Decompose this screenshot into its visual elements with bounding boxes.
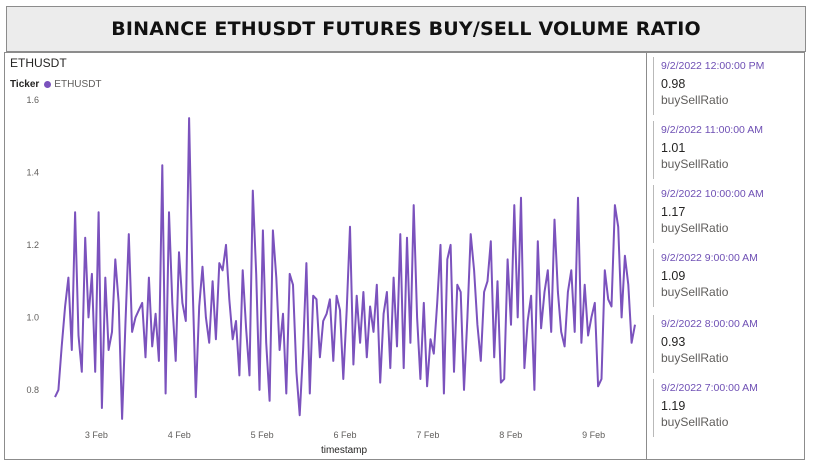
card-label: buySellRatio	[661, 285, 729, 299]
legend-item-ethusdt[interactable]: ETHUSDT	[54, 79, 102, 90]
report-title-bar: BINANCE ETHUSDT FUTURES BUY/SELL VOLUME …	[6, 6, 806, 52]
chart-legend: Ticker ETHUSDT	[10, 79, 102, 90]
card-value: 1.17	[661, 205, 686, 219]
line-chart-svg: 0.8 1.0 1.2 1.4 1.6 3 Feb 4 Feb 5 Feb 6 Feb 7 Feb…	[26, 95, 636, 456]
y-tick-label: 1.6	[26, 95, 39, 105]
card-timestamp: 9/2/2022 11:00:00 AM	[661, 124, 763, 136]
report-title: BINANCE ETHUSDT FUTURES BUY/SELL VOLUME …	[111, 18, 701, 40]
x-tick-label: 7 Feb	[416, 430, 439, 440]
card-timestamp: 9/2/2022 9:00:00 AM	[661, 252, 758, 264]
card-row: 9/2/2022 11:00:00 AM 1.01 buySellRatio	[653, 121, 801, 179]
card-label: buySellRatio	[661, 415, 729, 429]
y-tick-label: 1.4	[26, 167, 39, 177]
card-row: 9/2/2022 10:00:00 AM 1.17 buySellRatio	[653, 185, 801, 243]
card-row: 9/2/2022 12:00:00 PM 0.98 buySellRatio	[653, 57, 801, 115]
card-label: buySellRatio	[661, 157, 729, 171]
card-value: 1.09	[661, 269, 686, 283]
y-tick-label: 1.2	[26, 240, 39, 250]
multi-row-card[interactable]: 9/2/2022 12:00:00 PM 0.98 buySellRatio 9…	[647, 52, 805, 460]
card-value: 0.93	[661, 335, 686, 349]
card-timestamp: 9/2/2022 12:00:00 PM	[661, 60, 765, 72]
x-axis-title: timestamp	[321, 445, 368, 456]
chart-title: ETHUSDT	[10, 56, 67, 70]
card-value: 1.19	[661, 399, 686, 413]
line-chart-visual[interactable]: 0.8 1.0 1.2 1.4 1.6 3 Feb 4 Feb 5 Feb 6 Feb 7 Feb…	[4, 52, 647, 460]
y-tick-label: 0.8	[26, 385, 39, 395]
card-timestamp: 9/2/2022 8:00:00 AM	[661, 318, 758, 330]
card-label: buySellRatio	[661, 221, 729, 235]
x-tick-label: 3 Feb	[85, 430, 108, 440]
card-row: 9/2/2022 8:00:00 AM 0.93 buySellRatio	[653, 315, 801, 373]
x-tick-label: 4 Feb	[168, 430, 191, 440]
card-label: buySellRatio	[661, 351, 729, 365]
card-timestamp: 9/2/2022 10:00:00 AM	[661, 188, 764, 200]
card-row: 9/2/2022 9:00:00 AM 1.09 buySellRatio	[653, 249, 801, 307]
legend-title: Ticker	[10, 79, 40, 90]
card-value: 1.01	[661, 141, 686, 155]
x-tick-label: 9 Feb	[582, 430, 605, 440]
x-tick-label: 6 Feb	[333, 430, 356, 440]
x-tick-label: 5 Feb	[251, 430, 274, 440]
x-tick-label: 8 Feb	[499, 430, 522, 440]
card-timestamp: 9/2/2022 7:00:00 AM	[661, 382, 758, 394]
card-value: 0.98	[661, 77, 686, 91]
card-row: 9/2/2022 7:00:00 AM 1.19 buySellRatio	[653, 379, 801, 437]
card-label: buySellRatio	[661, 93, 729, 107]
legend-marker-icon	[44, 81, 52, 88]
y-tick-label: 1.0	[26, 312, 39, 322]
series-line-ethusdt[interactable]	[54, 117, 636, 420]
